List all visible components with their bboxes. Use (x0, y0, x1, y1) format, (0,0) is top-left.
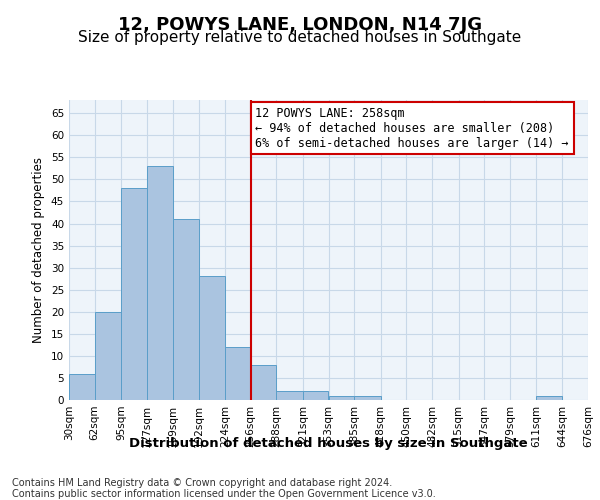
Text: 12 POWYS LANE: 258sqm
← 94% of detached houses are smaller (208)
6% of semi-deta: 12 POWYS LANE: 258sqm ← 94% of detached … (256, 106, 569, 150)
Bar (225, 347, 250, 400)
Text: Contains HM Land Registry data © Crown copyright and database right 2024.
Contai: Contains HM Land Registry data © Crown c… (12, 478, 436, 499)
Bar (199, 276, 225, 400)
Bar (355, 396, 380, 400)
Bar (277, 391, 302, 400)
Bar (173, 219, 199, 400)
Bar (147, 166, 173, 400)
Bar (303, 391, 328, 400)
Text: 12, POWYS LANE, LONDON, N14 7JG: 12, POWYS LANE, LONDON, N14 7JG (118, 16, 482, 34)
Bar (121, 188, 147, 400)
Text: Distribution of detached houses by size in Southgate: Distribution of detached houses by size … (130, 438, 528, 450)
Bar (251, 364, 276, 400)
Bar (95, 312, 121, 400)
Y-axis label: Number of detached properties: Number of detached properties (32, 157, 46, 343)
Bar (329, 396, 354, 400)
Bar (69, 374, 95, 400)
Bar (536, 396, 562, 400)
Text: Size of property relative to detached houses in Southgate: Size of property relative to detached ho… (79, 30, 521, 45)
